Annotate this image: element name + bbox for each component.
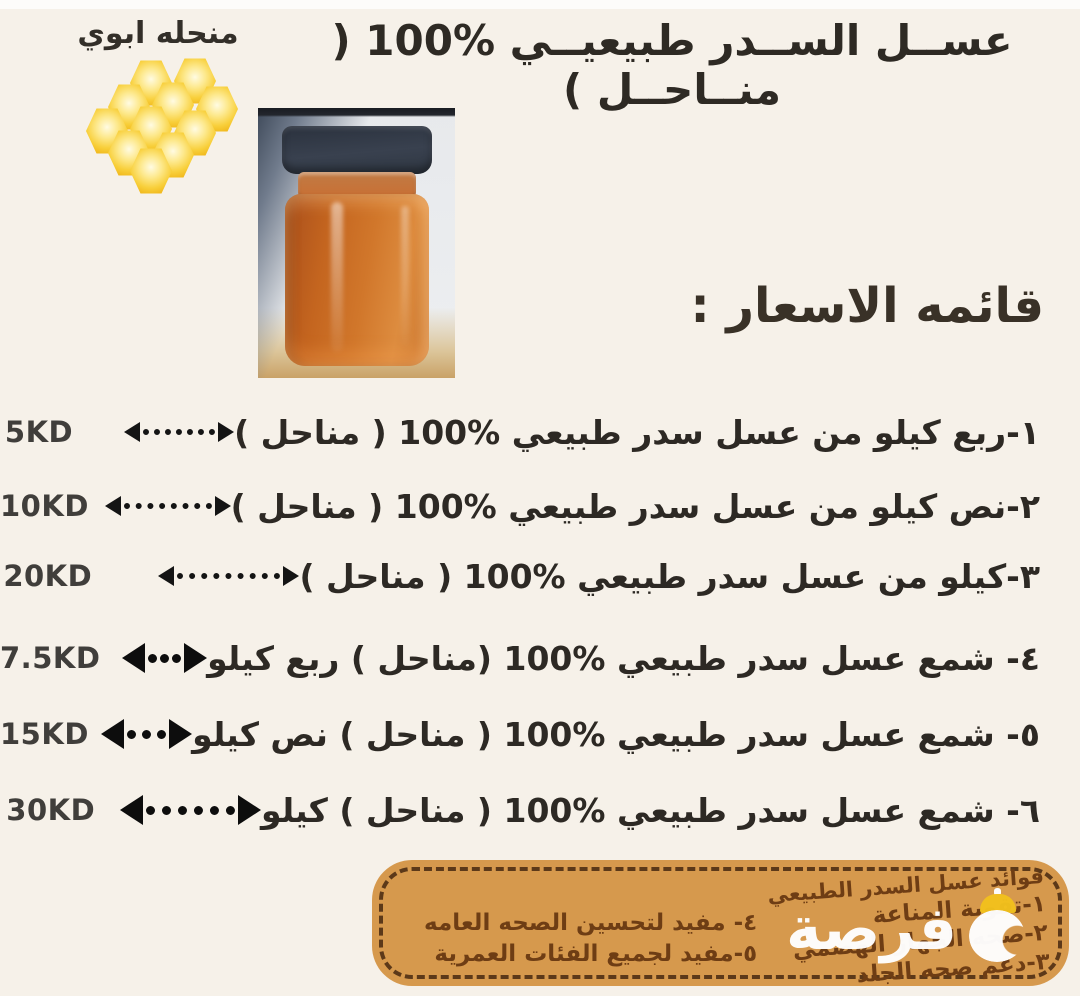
watermark-text: فرصة — [786, 894, 959, 964]
jar-glass-highlight — [400, 206, 409, 346]
price-item-label: ٤- شمع عسل سدر طبيعي %100 (مناحل ) ربع ك… — [207, 638, 1040, 678]
price-value: 5KD — [4, 415, 74, 449]
logo-dome — [979, 894, 1016, 913]
benefit-item: ٤- مفيد لتحسين الصحه العامه — [424, 910, 758, 936]
price-row: 15KD ٥- شمع عسل سدر طبيعي %100 ( مناحل )… — [0, 700, 1080, 768]
jar-neck — [297, 172, 416, 198]
price-row: 10KD ٢-نص كيلو من عسل سدر طبيعي %100 ( م… — [0, 472, 1080, 540]
price-value: 10KD — [0, 489, 89, 523]
price-row: 5KD ١-ربع كيلو من عسل سدر طبيعي %100 ( م… — [0, 398, 1080, 466]
price-item-label: ٢-نص كيلو من عسل سدر طبيعي %100 ( مناحل … — [230, 486, 1041, 526]
price-value: 15KD — [0, 717, 89, 751]
honey-jar-photo — [258, 108, 455, 378]
logo-circle — [968, 910, 1025, 962]
top-white-strip — [0, 0, 1080, 9]
forsa-watermark: فرصة — [786, 888, 1027, 964]
double-arrow-icon — [119, 790, 262, 830]
benefits-box: فوائد عسل السدر الطبيعي ١-تقوية المناعة … — [372, 860, 1069, 988]
honeycomb-cell-icon — [130, 148, 172, 194]
brand-logo: منحله ابوي — [58, 16, 258, 194]
price-value: 20KD — [3, 559, 93, 593]
jar-honey — [284, 194, 429, 366]
price-value: 7.5KD — [0, 641, 101, 675]
page-title: عســل الســدر طبيعيــي %100 ( منــاحــل … — [331, 16, 1013, 114]
double-arrow-icon — [157, 556, 300, 596]
double-arrow-icon — [100, 714, 193, 754]
double-arrow-icon — [122, 638, 208, 678]
price-row: 7.5KD ٤- شمع عسل سدر طبيعي %100 (مناحل )… — [0, 624, 1080, 692]
price-item-label: ١-ربع كيلو من عسل سدر طبيعي %100 ( مناحل… — [234, 412, 1040, 452]
brand-name: منحله ابوي — [77, 16, 239, 51]
double-arrow-icon — [124, 412, 235, 452]
jar-glass-highlight — [330, 202, 343, 352]
jar-lid — [281, 126, 432, 174]
logo-knob — [993, 888, 1001, 896]
price-value: 30KD — [6, 793, 96, 827]
benefit-item: ٥-مفيد لجميع الفئات العمرية — [434, 941, 758, 967]
price-list-heading: قائمه الاسعار : — [690, 278, 1045, 334]
benefits-list-left: ٤- مفيد لتحسين الصحه العامه ٥-مفيد لجميع… — [424, 908, 757, 970]
price-item-label: ٣-كيلو من عسل سدر طبيعي %100 ( مناحل ) — [299, 556, 1040, 596]
forsa-logo-icon — [967, 888, 1027, 962]
honey-jar — [279, 122, 435, 372]
price-row: 20KD ٣-كيلو من عسل سدر طبيعي %100 ( مناح… — [0, 542, 1080, 610]
price-item-label: ٦- شمع عسل سدر طبيعي %100 ( مناحل ) كيلو — [261, 790, 1040, 830]
price-row: 30KD ٦- شمع عسل سدر طبيعي %100 ( مناحل )… — [0, 776, 1080, 844]
benefits-box-dashed-border — [379, 867, 1062, 979]
price-item-label: ٥- شمع عسل سدر طبيعي %100 ( مناحل ) نص ك… — [192, 714, 1040, 754]
double-arrow-icon — [104, 486, 231, 526]
honeycomb-icon — [72, 58, 252, 194]
